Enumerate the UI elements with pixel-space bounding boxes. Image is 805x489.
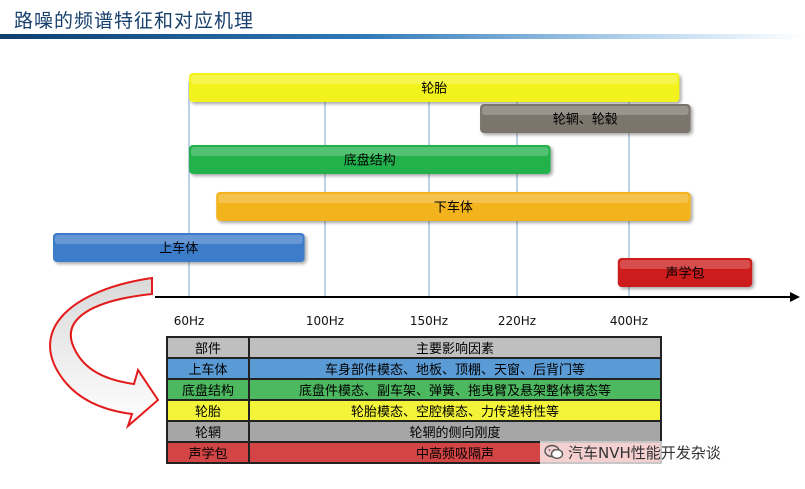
range-bar-label: 上车体 (159, 241, 198, 257)
range-bar: 轮辋、轮毂 (480, 104, 691, 133)
wechat-icon (544, 444, 564, 460)
range-bar: 下车体 (216, 192, 691, 221)
tick-label: 400Hz (610, 314, 648, 328)
table-row: 上车体 车身部件模态、地板、顶棚、天窗、后背门等 (166, 357, 662, 380)
table-row: 轮胎 轮胎模态、空腔模态、力传递特性等 (166, 399, 662, 422)
range-bar: 上车体 (53, 233, 305, 262)
part-cell: 底盘结构 (166, 378, 250, 401)
part-cell: 轮辋 (166, 420, 250, 443)
axis-arrowhead (790, 292, 800, 302)
curved-arrow (49, 276, 160, 430)
range-bar: 声学包 (617, 258, 753, 287)
table-header-cell: 主要影响因素 (248, 336, 662, 359)
range-bar-label: 轮辋、轮毂 (553, 113, 618, 128)
tick-label: 60Hz (174, 314, 205, 328)
factors-cell: 轮辋的侧向刚度 (248, 420, 662, 443)
range-bar: 底盘结构 (189, 145, 551, 174)
range-bar-label: 底盘结构 (344, 153, 396, 169)
table-row: 轮辋 轮辋的侧向刚度 (166, 420, 662, 443)
range-bar: 轮胎 (189, 73, 680, 102)
page-title: 路噪的频谱特征和对应机理 (14, 10, 255, 32)
factors-cell: 轮胎模态、空腔模态、力传递特性等 (248, 399, 662, 422)
part-cell: 轮胎 (166, 399, 250, 422)
range-bar-label: 轮胎 (421, 82, 447, 97)
table-row: 底盘结构 底盘件模态、副车架、弹簧、拖曳臂及悬架整体模态等 (166, 378, 662, 401)
tick-label: 220Hz (498, 314, 536, 328)
tick-label: 150Hz (410, 314, 448, 328)
title-underline (0, 34, 805, 39)
range-bar-label: 下车体 (434, 200, 473, 216)
watermark: 汽车NVH性能开发杂谈 (540, 441, 725, 464)
table-header-row: 部件 主要影响因素 (166, 336, 662, 359)
table-header-cell: 部件 (166, 336, 250, 359)
range-bar-label: 声学包 (665, 266, 704, 282)
factors-cell: 车身部件模态、地板、顶棚、天窗、后背门等 (248, 357, 662, 380)
tick-label: 100Hz (306, 314, 344, 328)
part-cell: 声学包 (166, 441, 250, 464)
factors-cell: 底盘件模态、副车架、弹簧、拖曳臂及悬架整体模态等 (248, 378, 662, 401)
watermark-text: 汽车NVH性能开发杂谈 (568, 444, 721, 462)
part-cell: 上车体 (166, 357, 250, 380)
